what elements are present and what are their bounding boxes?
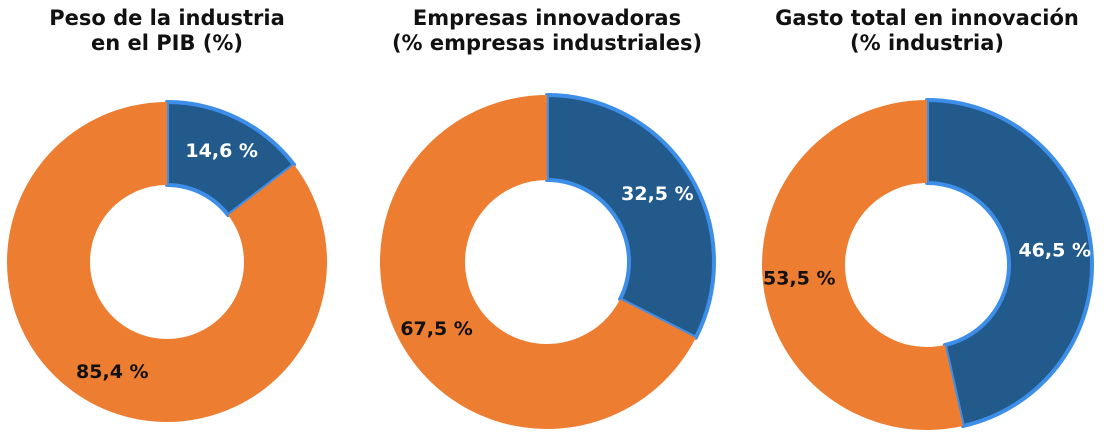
donut-slice (545, 93, 716, 340)
donut-slice (6, 102, 327, 422)
donut-slice (165, 100, 297, 218)
chart-title: Peso de la industria en el PIB (%) (49, 6, 285, 55)
chart-title: Empresas innovadoras (% empresas industr… (391, 6, 703, 55)
value-label: 53,5 % (763, 268, 836, 290)
donut-slice (762, 100, 963, 430)
value-label: 85,4 % (76, 361, 149, 383)
value-label: 14,6 % (185, 140, 258, 162)
value-label: 32,5 % (621, 183, 694, 205)
donut-slice (380, 95, 696, 429)
value-label: 67,5 % (400, 318, 473, 340)
chart-title: Gasto total en innovación (% industria) (775, 6, 1079, 55)
value-label: 46,5 % (1018, 239, 1091, 261)
donut-slice (925, 98, 1094, 429)
